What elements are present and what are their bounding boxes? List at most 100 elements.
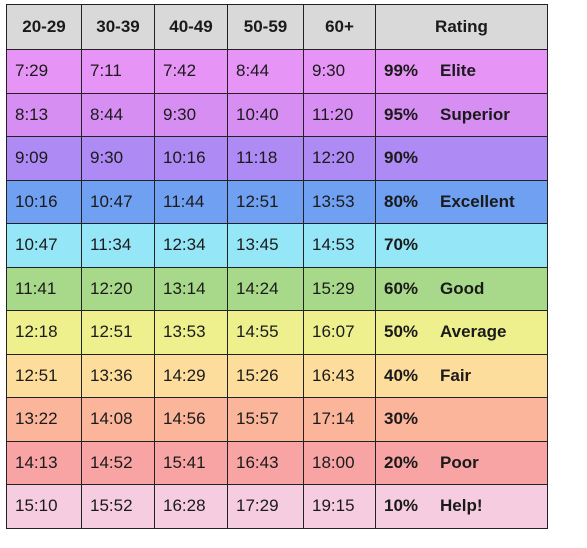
time-cell: 15:57: [227, 397, 304, 442]
rating-percent: 10%: [384, 496, 419, 516]
header-rating: Rating: [375, 4, 548, 50]
rating-percent: 20%: [384, 452, 419, 472]
header-age-20-29: 20-29: [6, 4, 82, 50]
time-cell: 15:52: [81, 484, 155, 529]
rating-cell: 99% Elite: [375, 49, 548, 94]
rating-label: Elite: [440, 61, 476, 81]
rating-percent: 30%: [384, 409, 419, 429]
time-cell: 14:56: [154, 397, 228, 442]
rating-percent: 95%: [384, 104, 419, 124]
time-cell: 8:44: [227, 49, 304, 94]
time-cell: 14:55: [227, 310, 304, 355]
table-row: 12:18 12:51 13:53 14:55 16:07 50% Average: [6, 310, 548, 355]
time-cell: 8:44: [81, 92, 155, 137]
time-cell: 13:36: [81, 353, 155, 398]
header-age-40-49: 40-49: [154, 4, 228, 50]
time-cell: 18:00: [303, 440, 376, 485]
table-row: 9:09 9:30 10:16 11:18 12:20 90%: [6, 136, 548, 181]
time-cell: 8:13: [6, 92, 82, 137]
time-cell: 15:10: [6, 484, 82, 529]
time-cell: 15:26: [227, 353, 304, 398]
time-cell: 16:07: [303, 310, 376, 355]
rating-cell: 95% Superior: [375, 92, 548, 137]
header-row: 20-29 30-39 40-49 50-59 60+ Rating: [6, 4, 548, 50]
rating-cell: 10% Help!: [375, 484, 548, 529]
time-cell: 16:43: [227, 440, 304, 485]
time-cell: 12:20: [81, 266, 155, 311]
header-age-30-39: 30-39: [81, 4, 155, 50]
header-age-50-59: 50-59: [227, 4, 304, 50]
rating-percent: 80%: [384, 191, 419, 211]
rating-percent: 99%: [384, 61, 419, 81]
rating-cell: 50% Average: [375, 310, 548, 355]
time-cell: 11:44: [154, 179, 228, 224]
time-cell: 15:29: [303, 266, 376, 311]
time-cell: 17:29: [227, 484, 304, 529]
table-row: 10:16 10:47 11:44 12:51 13:53 80% Excellent: [6, 179, 548, 224]
mile-time-rating-table: 20-29 30-39 40-49 50-59 60+ Rating 7:29 7…: [6, 4, 548, 529]
rating-label: Good: [440, 278, 485, 298]
rating-table-container: 20-29 30-39 40-49 50-59 60+ Rating 7:29 7…: [6, 4, 548, 529]
time-cell: 10:16: [6, 179, 82, 224]
rating-percent: 60%: [384, 278, 419, 298]
rating-label: Help!: [440, 496, 483, 516]
rating-percent: 40%: [384, 365, 419, 385]
table-row: 11:41 12:20 13:14 14:24 15:29 60% Good: [6, 266, 548, 311]
time-cell: 12:51: [6, 353, 82, 398]
time-cell: 12:51: [81, 310, 155, 355]
time-cell: 7:29: [6, 49, 82, 94]
time-cell: 13:53: [154, 310, 228, 355]
time-cell: 13:53: [303, 179, 376, 224]
time-cell: 17:14: [303, 397, 376, 442]
time-cell: 12:18: [6, 310, 82, 355]
table-row: 15:10 15:52 16:28 17:29 19:15 10% Help!: [6, 484, 548, 529]
table-row: 8:13 8:44 9:30 10:40 11:20 95% Superior: [6, 92, 548, 137]
time-cell: 10:47: [6, 223, 82, 268]
time-cell: 14:13: [6, 440, 82, 485]
time-cell: 11:34: [81, 223, 155, 268]
rating-cell: 90%: [375, 136, 548, 181]
time-cell: 14:52: [81, 440, 155, 485]
rating-label: Average: [440, 322, 507, 342]
header-age-60-plus: 60+: [303, 4, 376, 50]
rating-percent: 70%: [384, 235, 419, 255]
time-cell: 9:30: [154, 92, 228, 137]
rating-cell: 80% Excellent: [375, 179, 548, 224]
time-cell: 14:08: [81, 397, 155, 442]
rating-percent: 90%: [384, 148, 419, 168]
time-cell: 12:34: [154, 223, 228, 268]
time-cell: 7:42: [154, 49, 228, 94]
rating-label: Poor: [440, 452, 479, 472]
time-cell: 16:28: [154, 484, 228, 529]
time-cell: 10:16: [154, 136, 228, 181]
rating-label: Fair: [440, 365, 472, 385]
time-cell: 16:43: [303, 353, 376, 398]
time-cell: 13:45: [227, 223, 304, 268]
time-cell: 9:30: [81, 136, 155, 181]
rating-cell: 30%: [375, 397, 548, 442]
time-cell: 19:15: [303, 484, 376, 529]
time-cell: 13:22: [6, 397, 82, 442]
time-cell: 12:51: [227, 179, 304, 224]
time-cell: 11:41: [6, 266, 82, 311]
time-cell: 14:24: [227, 266, 304, 311]
table-row: 7:29 7:11 7:42 8:44 9:30 99% Elite: [6, 49, 548, 94]
time-cell: 7:11: [81, 49, 155, 94]
rating-percent: 50%: [384, 322, 419, 342]
table-body: 7:29 7:11 7:42 8:44 9:30 99% Elite 8:13 8:44 9:30…: [6, 49, 548, 529]
time-cell: 10:47: [81, 179, 155, 224]
time-cell: 10:40: [227, 92, 304, 137]
time-cell: 9:09: [6, 136, 82, 181]
rating-cell: 60% Good: [375, 266, 548, 311]
rating-label: Excellent: [440, 191, 515, 211]
time-cell: 13:14: [154, 266, 228, 311]
rating-cell: 40% Fair: [375, 353, 548, 398]
table-row: 10:47 11:34 12:34 13:45 14:53 70%: [6, 223, 548, 268]
time-cell: 15:41: [154, 440, 228, 485]
time-cell: 12:20: [303, 136, 376, 181]
table-row: 12:51 13:36 14:29 15:26 16:43 40% Fair: [6, 353, 548, 398]
rating-cell: 20% Poor: [375, 440, 548, 485]
time-cell: 14:53: [303, 223, 376, 268]
time-cell: 11:20: [303, 92, 376, 137]
table-row: 14:13 14:52 15:41 16:43 18:00 20% Poor: [6, 440, 548, 485]
